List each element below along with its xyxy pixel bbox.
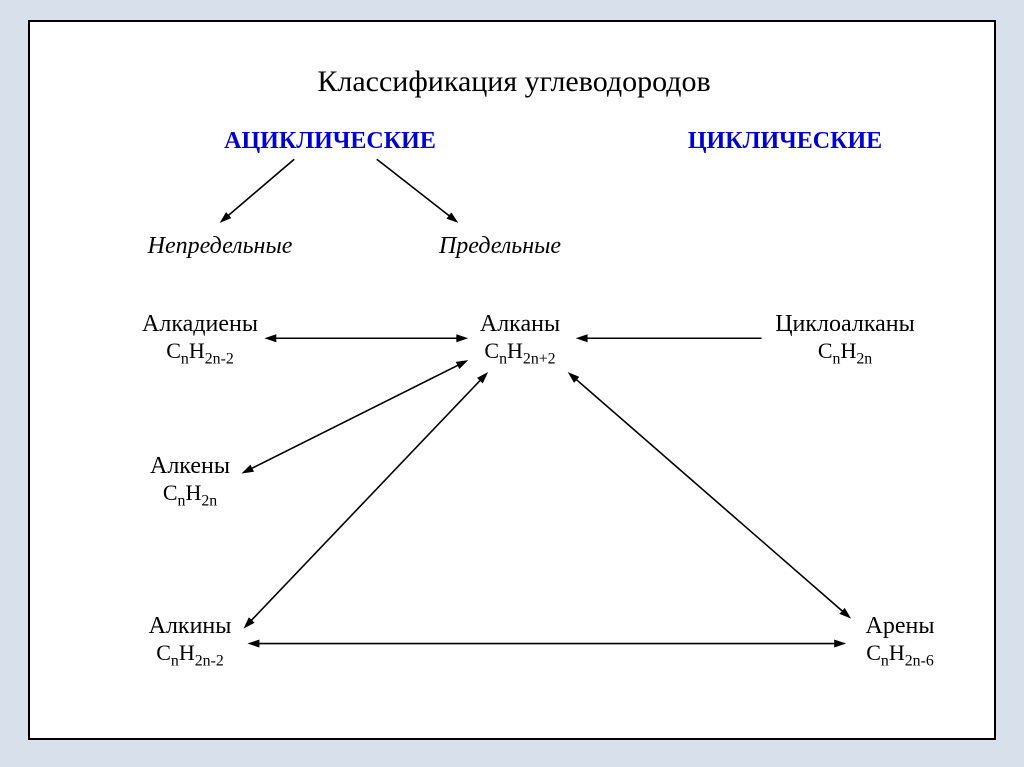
compound-cycloalkanes: Циклоалканы CnH2n — [775, 311, 915, 369]
compound-formula: CnH2n — [150, 480, 230, 511]
compound-name: Алкены — [150, 453, 230, 481]
compound-formula: CnH2n — [775, 338, 915, 369]
diagram-frame: Классификация углеводородов АЦИКЛИЧЕСКИЕ… — [28, 20, 996, 740]
compound-name: Алкадиены — [142, 311, 258, 339]
category-cyclic: ЦИКЛИЧЕСКИЕ — [688, 128, 882, 156]
compound-formula: CnH2n-2 — [149, 640, 232, 671]
diagram-title: Классификация углеводородов — [317, 65, 710, 100]
compound-arenes: Арены CnH2n-6 — [866, 613, 935, 671]
subcategory-saturated: Предельные — [439, 233, 561, 261]
compound-formula: CnH2n-6 — [866, 640, 935, 671]
subcategory-unsaturated: Непредельные — [148, 233, 293, 261]
compound-formula: CnH2n-2 — [142, 338, 258, 369]
compound-name: Алканы — [480, 311, 560, 339]
compound-alkenes: Алкены CnH2n — [150, 453, 230, 511]
compound-name: Циклоалканы — [775, 311, 915, 339]
compound-alkynes: Алкины CnH2n-2 — [149, 613, 232, 671]
compound-alkadienes: Алкадиены CnH2n-2 — [142, 311, 258, 369]
compound-formula: CnH2n+2 — [480, 338, 560, 369]
compound-alkanes: Алканы CnH2n+2 — [480, 311, 560, 369]
compound-name: Алкины — [149, 613, 232, 641]
category-acyclic: АЦИКЛИЧЕСКИЕ — [224, 128, 436, 156]
compound-name: Арены — [866, 613, 935, 641]
